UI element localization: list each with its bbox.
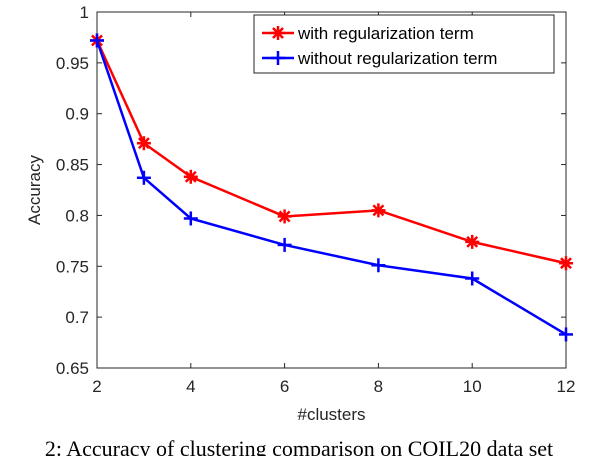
y-tick-label: 0.95 <box>56 54 89 73</box>
data-point-marker <box>137 137 150 150</box>
data-point-marker <box>184 170 197 183</box>
data-point <box>90 33 104 48</box>
series-1 <box>90 33 573 342</box>
y-tick-label: 0.85 <box>56 156 89 175</box>
y-tick-label: 0.7 <box>65 308 89 327</box>
data-point-marker <box>278 210 291 223</box>
x-tick-label: 6 <box>280 377 289 396</box>
y-tick-label: 1 <box>80 3 89 22</box>
data-point-marker <box>372 204 385 217</box>
data-point <box>277 237 292 252</box>
data-point-marker <box>466 235 479 248</box>
data-point <box>183 169 198 184</box>
data-point <box>559 256 573 271</box>
legend-label-0: with regularization term <box>297 24 474 43</box>
data-point <box>371 258 386 273</box>
series-group <box>90 33 573 342</box>
y-tick-label: 0.65 <box>56 359 89 378</box>
legend: with regularization term without regulari… <box>253 14 555 74</box>
figure-caption: 2: Accuracy of clustering comparison on … <box>44 436 554 456</box>
y-tick-label: 0.8 <box>65 206 89 225</box>
data-point <box>465 234 480 249</box>
data-point <box>277 209 292 224</box>
legend-marker-0 <box>272 27 284 39</box>
x-tick-label: 12 <box>557 377 576 396</box>
data-point <box>136 136 151 151</box>
legend-box <box>253 14 555 74</box>
y-tick-label: 0.75 <box>56 257 89 276</box>
legend-label-1: without regularization term <box>297 49 497 68</box>
data-point <box>465 271 480 286</box>
data-point-marker <box>560 257 572 270</box>
axis-ticks: 2 4 6 8 10 12 0.65 0.7 0.75 0.8 0.85 0.9 0.95 1 <box>56 3 576 396</box>
data-point <box>183 211 198 226</box>
y-axis-label: Accuracy <box>25 155 44 225</box>
x-tick-label: 10 <box>463 377 482 396</box>
data-point <box>371 203 386 218</box>
x-axis-label: #clusters <box>297 405 365 424</box>
y-tick-label: 0.9 <box>65 105 89 124</box>
x-tick-label: 2 <box>92 377 101 396</box>
x-tick-label: 8 <box>374 377 383 396</box>
data-point <box>559 327 573 342</box>
data-point <box>136 170 151 185</box>
line-chart: 2 4 6 8 10 12 0.65 0.7 0.75 0.8 0.85 0.9 0.95 1 #clus… <box>25 3 576 424</box>
x-tick-label: 4 <box>186 377 195 396</box>
